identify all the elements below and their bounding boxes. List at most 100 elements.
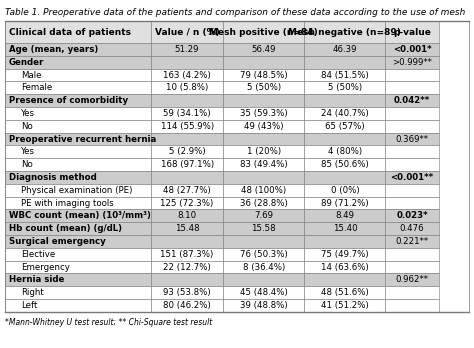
Bar	[385, 69, 439, 81]
Bar	[385, 222, 439, 235]
Text: 36 (28.8%): 36 (28.8%)	[240, 198, 288, 207]
Bar	[5, 56, 151, 69]
Bar	[223, 222, 304, 235]
Text: 48 (27.7%): 48 (27.7%)	[163, 186, 211, 195]
Bar	[223, 56, 304, 69]
Text: Mesh positive (n=84): Mesh positive (n=84)	[210, 27, 318, 37]
Bar	[385, 286, 439, 299]
Bar	[304, 56, 385, 69]
Bar	[304, 171, 385, 184]
Bar	[304, 21, 385, 43]
Bar	[385, 261, 439, 274]
Text: 14 (63.6%): 14 (63.6%)	[321, 262, 369, 271]
Text: 89 (71.2%): 89 (71.2%)	[321, 198, 369, 207]
Bar	[223, 171, 304, 184]
Bar	[151, 171, 223, 184]
Text: No: No	[21, 122, 33, 131]
Text: 8 (36.4%): 8 (36.4%)	[243, 262, 285, 271]
Bar	[304, 107, 385, 120]
Text: Hb count (mean) (g/dL): Hb count (mean) (g/dL)	[9, 224, 122, 233]
Bar	[5, 286, 151, 299]
Text: 76 (50.3%): 76 (50.3%)	[240, 250, 288, 259]
Bar	[223, 43, 304, 56]
Bar	[223, 145, 304, 158]
Bar	[223, 235, 304, 248]
Bar	[385, 299, 439, 312]
Bar	[5, 274, 151, 286]
Text: 83 (49.4%): 83 (49.4%)	[240, 160, 288, 169]
Text: <0.001**: <0.001**	[391, 173, 434, 182]
Text: 5 (50%): 5 (50%)	[246, 83, 281, 92]
Text: 35 (59.3%): 35 (59.3%)	[240, 109, 288, 118]
Text: Female: Female	[21, 83, 52, 92]
Bar	[151, 21, 223, 43]
Text: Male: Male	[21, 71, 42, 79]
Bar	[5, 81, 151, 94]
Text: Right: Right	[21, 288, 44, 297]
Bar	[151, 209, 223, 222]
Bar	[5, 120, 151, 133]
Bar	[304, 184, 385, 197]
Text: 7.69: 7.69	[254, 211, 273, 220]
Bar	[304, 222, 385, 235]
Text: Yes: Yes	[21, 147, 35, 156]
Bar	[5, 43, 151, 56]
Bar	[5, 209, 151, 222]
Bar	[304, 120, 385, 133]
Bar	[5, 94, 151, 107]
Text: PE with imaging tools: PE with imaging tools	[21, 198, 114, 207]
Bar	[5, 261, 151, 274]
Text: 125 (72.3%): 125 (72.3%)	[161, 198, 214, 207]
Text: 80 (46.2%): 80 (46.2%)	[163, 301, 211, 310]
Bar	[385, 209, 439, 222]
Text: 0.042**: 0.042**	[394, 96, 430, 105]
Text: 39 (48.8%): 39 (48.8%)	[240, 301, 288, 310]
Text: 0.221**: 0.221**	[396, 237, 428, 246]
Text: Mesh negative (n=89): Mesh negative (n=89)	[289, 27, 401, 37]
Bar	[385, 120, 439, 133]
Text: Physical examination (PE): Physical examination (PE)	[21, 186, 132, 195]
Text: 59 (34.1%): 59 (34.1%)	[164, 109, 211, 118]
Bar	[304, 43, 385, 56]
Bar	[385, 21, 439, 43]
Bar	[151, 81, 223, 94]
Text: Elective: Elective	[21, 250, 55, 259]
Bar	[151, 261, 223, 274]
Bar	[385, 274, 439, 286]
Bar	[151, 56, 223, 69]
Bar	[5, 107, 151, 120]
Text: 15.40: 15.40	[333, 224, 357, 233]
Bar	[304, 235, 385, 248]
Bar	[385, 107, 439, 120]
Bar	[223, 120, 304, 133]
Text: 8.10: 8.10	[178, 211, 197, 220]
Text: Diagnosis method: Diagnosis method	[9, 173, 97, 182]
Bar	[304, 261, 385, 274]
Text: Surgical emergency: Surgical emergency	[9, 237, 106, 246]
Text: 56.49: 56.49	[251, 45, 276, 54]
Bar	[151, 184, 223, 197]
Text: 0.476: 0.476	[400, 224, 425, 233]
Bar	[5, 222, 151, 235]
Bar	[5, 184, 151, 197]
Bar	[385, 56, 439, 69]
Text: Emergency: Emergency	[21, 262, 70, 271]
Text: 79 (48.5%): 79 (48.5%)	[240, 71, 288, 79]
Text: Table 1. Preoperative data of the patients and comparison of these data accordin: Table 1. Preoperative data of the patien…	[5, 8, 465, 17]
Bar	[223, 248, 304, 261]
Text: Age (mean, years): Age (mean, years)	[9, 45, 98, 54]
Bar	[223, 21, 304, 43]
Bar	[304, 69, 385, 81]
Text: Value / n (%): Value / n (%)	[155, 27, 219, 37]
Bar	[304, 248, 385, 261]
Bar	[5, 299, 151, 312]
Text: 151 (87.3%): 151 (87.3%)	[161, 250, 214, 259]
Bar	[5, 21, 151, 43]
Text: 0 (0%): 0 (0%)	[330, 186, 359, 195]
Bar	[385, 184, 439, 197]
Text: 8.49: 8.49	[336, 211, 355, 220]
Bar	[223, 184, 304, 197]
Bar	[385, 145, 439, 158]
Text: WBC count (mean) (10³/mm³): WBC count (mean) (10³/mm³)	[9, 211, 151, 220]
Text: >0.999**: >0.999**	[392, 58, 432, 67]
